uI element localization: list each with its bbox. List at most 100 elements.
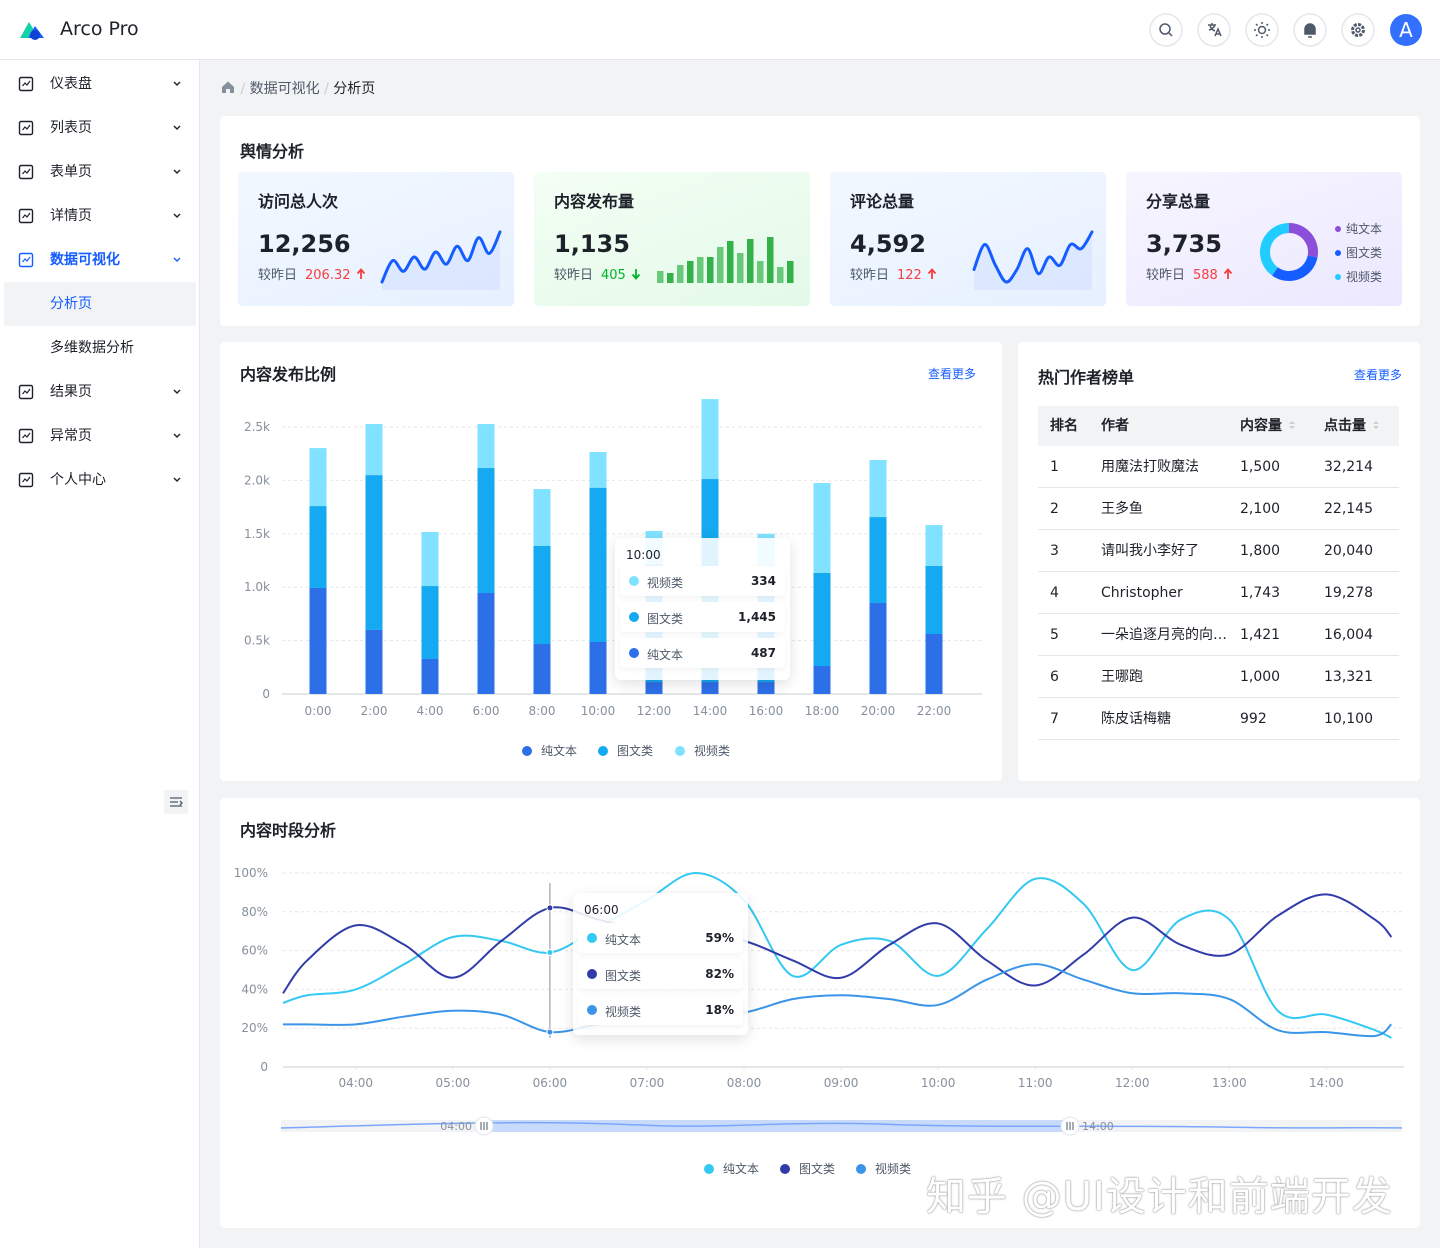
bar-segment: [589, 487, 607, 642]
x-tick-label: 16:00: [749, 704, 784, 718]
chart: 内容时段分析 0 20% 40% 60% 80% 100% 04:00 05:00 06:00 07…: [234, 821, 1404, 1176]
row-divider: [1038, 697, 1399, 698]
bar-segment: [645, 682, 663, 694]
chevron-path: [173, 169, 181, 174]
table-cell: 7: [1050, 711, 1059, 727]
pie-slice: [1260, 223, 1290, 276]
tooltip-row: 视频类 18%: [578, 995, 743, 1025]
line-series: [282, 893, 1393, 994]
tooltip-row: 纯文本 59%: [578, 923, 743, 953]
bar-segment: [533, 644, 551, 694]
submenu-item[interactable]: 多维数据分析: [4, 326, 196, 370]
mini-bar: [657, 271, 664, 283]
toolbar[interactable]: [1146, 10, 1386, 50]
menu-icon: [18, 120, 34, 136]
table-cell: 请叫我小李好了: [1101, 543, 1199, 559]
bar-segment: [365, 424, 383, 476]
menu-label: 数据可视化: [50, 252, 120, 268]
avatar[interactable]: A: [1390, 14, 1422, 46]
breadcrumb-item[interactable]: 数据可视化: [249, 81, 320, 97]
bar-segment: [757, 682, 775, 694]
bar-segment: [869, 460, 887, 518]
menu-icon-detail: [22, 80, 31, 87]
mini-bar: [707, 257, 714, 283]
tooltip-dot: [629, 576, 639, 586]
x-tick-label: 14:00: [693, 704, 728, 718]
mini-bar: [717, 247, 724, 283]
menu-item[interactable]: 个人中心: [4, 458, 196, 502]
x-tick-label: 04:00: [338, 1076, 373, 1090]
bar-segment: [421, 532, 439, 587]
chevron-path: [173, 125, 181, 130]
mini-bar: [727, 241, 734, 283]
compare-label: 较昨日: [1146, 268, 1186, 283]
menu-icon: [18, 164, 34, 180]
column-header: 排名: [1050, 405, 1078, 447]
menu-icon-detail: [22, 476, 31, 483]
menu-item[interactable]: 详情页: [4, 194, 196, 238]
bar-segment: [477, 424, 495, 469]
row-divider: [1038, 571, 1399, 572]
submenu-item[interactable]: 分析页: [4, 282, 196, 326]
chevron: [173, 169, 181, 174]
legend-dot: [780, 1164, 790, 1174]
mini-bar: [777, 267, 784, 283]
trend-arrow-path: [1223, 268, 1233, 279]
table-cell: 陈皮话梅糖: [1101, 711, 1171, 727]
column-header[interactable]: 点击量: [1324, 405, 1380, 447]
bar-segment: [925, 565, 943, 634]
change-value: 588: [1193, 268, 1218, 283]
menu-label: 仪表盘: [50, 76, 92, 92]
row-divider: [1038, 739, 1399, 740]
column-title: 排名: [1050, 418, 1078, 434]
menu-item[interactable]: 列表页: [4, 106, 196, 150]
column-header[interactable]: 内容量: [1240, 405, 1296, 447]
change-value: 122: [897, 268, 922, 283]
table-cell: 2,100: [1240, 501, 1281, 517]
collapse-button[interactable]: [164, 790, 188, 814]
mini-bar: [687, 261, 694, 283]
card-title: 评论总量: [850, 192, 915, 211]
card-compare: 较昨日 405: [554, 264, 642, 283]
tooltip-name: 纯文本: [647, 648, 684, 662]
table-cell: 16,004: [1324, 627, 1373, 643]
menu-item[interactable]: 异常页: [4, 414, 196, 458]
menu-item[interactable]: 数据可视化: [4, 238, 196, 282]
tooltip-name: 视频类: [605, 1005, 642, 1019]
bar-segment: [365, 629, 383, 694]
home-icon[interactable]: [220, 79, 236, 95]
row-divider: [1038, 487, 1399, 488]
breadcrumb: / 数据可视化 / 分析页: [220, 78, 375, 98]
mini-bar: [767, 237, 774, 283]
table: 排名 作者 内容量 点击量 1 用魔法打败魔法 1,500 32,214 2 王多鱼 2,100 22…: [1038, 406, 1399, 742]
table-cell: 王哪跑: [1101, 669, 1143, 685]
chevron-path: [173, 477, 181, 482]
menu-item[interactable]: 表单页: [4, 150, 196, 194]
x-tick-label: 18:00: [805, 704, 840, 718]
tooltip-dot: [587, 969, 597, 979]
legend-label: 图文类: [617, 743, 653, 758]
tooltip-dot: [629, 648, 639, 658]
line-chart-panel: 内容时段分析 0 20% 40% 60% 80% 100% 04:00 05:00 06:00 07…: [220, 798, 1420, 1228]
hover-point: [546, 1028, 554, 1036]
mini-line: [972, 230, 1094, 284]
trend-arrow: [927, 268, 937, 279]
column-title: 内容量: [1240, 418, 1282, 434]
pie-slice: [1288, 223, 1318, 258]
legend-dot: [856, 1164, 866, 1174]
row-divider: [1038, 655, 1399, 656]
table-cell: 3: [1050, 543, 1059, 559]
bar-segment: [309, 506, 327, 588]
legend-label: 视频类: [875, 1161, 911, 1176]
more-link[interactable]: 查看更多: [1353, 368, 1402, 382]
bar-segment: [533, 545, 551, 645]
stat-card: 访问总人次 12,256 较昨日 206.32: [238, 172, 514, 306]
menu-item[interactable]: 结果页: [4, 370, 196, 414]
y-tick-label: 2.0k: [244, 473, 270, 487]
tooltip-title: 10:00: [626, 548, 661, 562]
menu-item[interactable]: 仪表盘: [4, 62, 196, 106]
chevron-path: [173, 433, 181, 438]
mini-line: [380, 230, 502, 284]
x-tick-label: 13:00: [1212, 1076, 1247, 1090]
menu-icon: [18, 384, 34, 400]
